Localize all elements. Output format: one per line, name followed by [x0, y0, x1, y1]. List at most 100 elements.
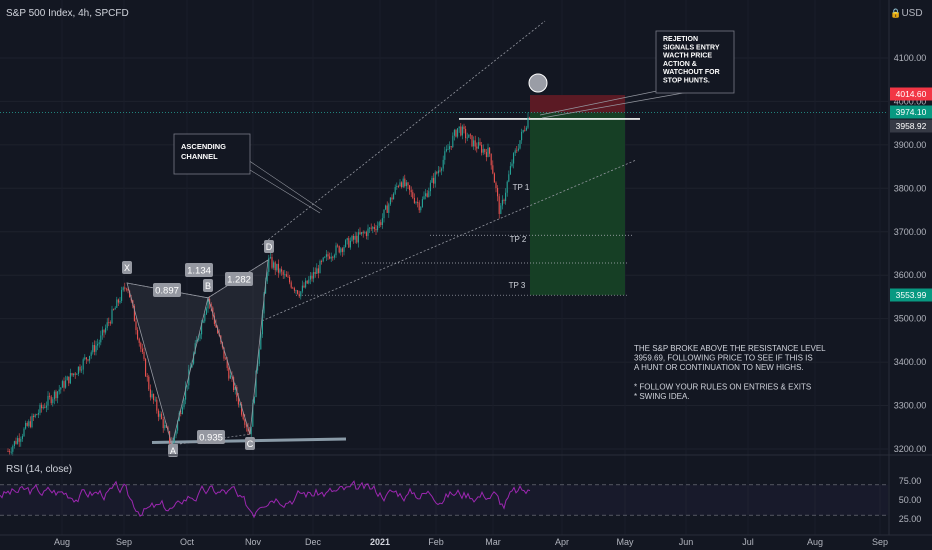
- candle-body: [253, 397, 255, 403]
- candle-body: [399, 182, 401, 187]
- analysis-line: THE S&P BROKE ABOVE THE RESISTANCE LEVEL: [634, 344, 826, 353]
- candle-body: [439, 170, 441, 172]
- candle-body: [386, 205, 388, 213]
- candle-body: [125, 288, 127, 290]
- candle-body: [85, 357, 87, 360]
- candle-body: [308, 279, 310, 284]
- candle-body: [300, 291, 302, 297]
- rsi-label[interactable]: RSI (14, close): [6, 464, 72, 475]
- candle-body: [335, 245, 337, 256]
- harmonic-ratio-badge[interactable]: [197, 430, 225, 444]
- channel-upper-line[interactable]: [261, 20, 546, 246]
- candle-body: [193, 353, 195, 364]
- candle-body: [26, 422, 28, 426]
- candle-body: [90, 352, 92, 356]
- currency-label[interactable]: USD: [901, 8, 922, 19]
- candle-body: [337, 245, 339, 247]
- candle-body: [466, 137, 468, 139]
- candle-body: [373, 227, 375, 230]
- rejection-circle[interactable]: [528, 73, 548, 93]
- callout-text: SIGNALS ENTRY: [663, 44, 720, 51]
- candle-body: [197, 338, 199, 340]
- harmonic-point-b[interactable]: [203, 279, 213, 292]
- candle-body: [396, 186, 398, 188]
- harmonic-pattern: X A B C D 0.897 1.134 1.282 0.935: [122, 240, 274, 457]
- price-label-badge[interactable]: [890, 288, 932, 302]
- candle-body: [465, 128, 467, 139]
- harmonic-ratio-badge[interactable]: [153, 283, 181, 297]
- candle-body: [69, 373, 71, 384]
- candle-body: [12, 445, 14, 452]
- candle-body: [319, 261, 321, 274]
- candle-body: [31, 415, 33, 428]
- candle-body: [145, 358, 147, 377]
- candle-body: [404, 178, 406, 187]
- symbol-title[interactable]: S&P 500 Index, 4h, SPCFD: [6, 8, 129, 19]
- candle-body: [242, 414, 244, 420]
- harmonic-point-d[interactable]: [264, 240, 274, 253]
- candle-body: [74, 373, 76, 375]
- candle-body: [378, 222, 380, 226]
- candle-body: [109, 322, 111, 324]
- candle-body: [146, 376, 148, 378]
- x-tick-label: Dec: [305, 537, 322, 547]
- candle-body: [327, 254, 329, 257]
- candle-body: [322, 257, 324, 262]
- stop-loss-zone[interactable]: [530, 95, 625, 113]
- harmonic-ratio-badge[interactable]: [225, 272, 253, 286]
- candle-body: [225, 358, 227, 360]
- candle-body: [226, 359, 228, 368]
- candle-body: [348, 238, 350, 248]
- price-label-badge[interactable]: [890, 105, 932, 119]
- harmonic-ratio-badge[interactable]: [185, 263, 213, 277]
- analysis-line: * FOLLOW YOUR RULES ON ENTRIES & EXITS: [634, 382, 811, 391]
- candle-body: [316, 268, 318, 274]
- x-tick-label: Mar: [485, 537, 501, 547]
- take-profit-zone[interactable]: [530, 112, 625, 296]
- candle-body: [415, 202, 417, 203]
- price-label-badge[interactable]: [890, 87, 932, 101]
- candle-body: [25, 422, 27, 429]
- candle-body: [447, 149, 449, 150]
- candle-body: [65, 380, 67, 388]
- candle-body: [114, 307, 116, 310]
- candle-body: [324, 256, 326, 258]
- candle-body: [293, 288, 295, 291]
- candle-body: [393, 193, 395, 200]
- candle-body: [482, 149, 484, 153]
- candle-body: [434, 172, 436, 184]
- candle-body: [455, 130, 457, 137]
- x-tick-label: Sep: [872, 537, 888, 547]
- candle-body: [271, 257, 273, 268]
- harmonic-point-a[interactable]: [168, 444, 178, 457]
- analysis-note[interactable]: THE S&P BROKE ABOVE THE RESISTANCE LEVEL…: [634, 344, 826, 401]
- candle-body: [445, 149, 447, 152]
- candle-body: [437, 170, 439, 174]
- price-label-badge[interactable]: [890, 119, 932, 133]
- candle-body: [417, 202, 419, 203]
- candle-body: [485, 152, 487, 157]
- candle-body: [372, 227, 374, 229]
- tp-label: TP 1: [513, 183, 530, 192]
- candle-body: [498, 196, 500, 214]
- analysis-line: A HUNT OR CONTINUATION TO NEW HIGHS.: [634, 363, 804, 372]
- candle-body: [284, 274, 286, 276]
- candle-body: [489, 147, 491, 154]
- lock-icon[interactable]: 🔒: [890, 8, 901, 18]
- candle-body: [95, 345, 97, 352]
- candle-body: [429, 182, 431, 192]
- candle-body: [521, 131, 523, 141]
- candle-body: [87, 359, 89, 361]
- candle-body: [92, 345, 94, 353]
- tp-label: TP 3: [509, 281, 526, 290]
- candle-body: [52, 399, 54, 404]
- harmonic-point-c[interactable]: [245, 437, 255, 450]
- candle-body: [210, 304, 212, 308]
- candle-body: [453, 130, 455, 136]
- harmonic-point-x[interactable]: [122, 261, 132, 274]
- candle-body: [207, 298, 209, 309]
- candle-body: [44, 406, 46, 408]
